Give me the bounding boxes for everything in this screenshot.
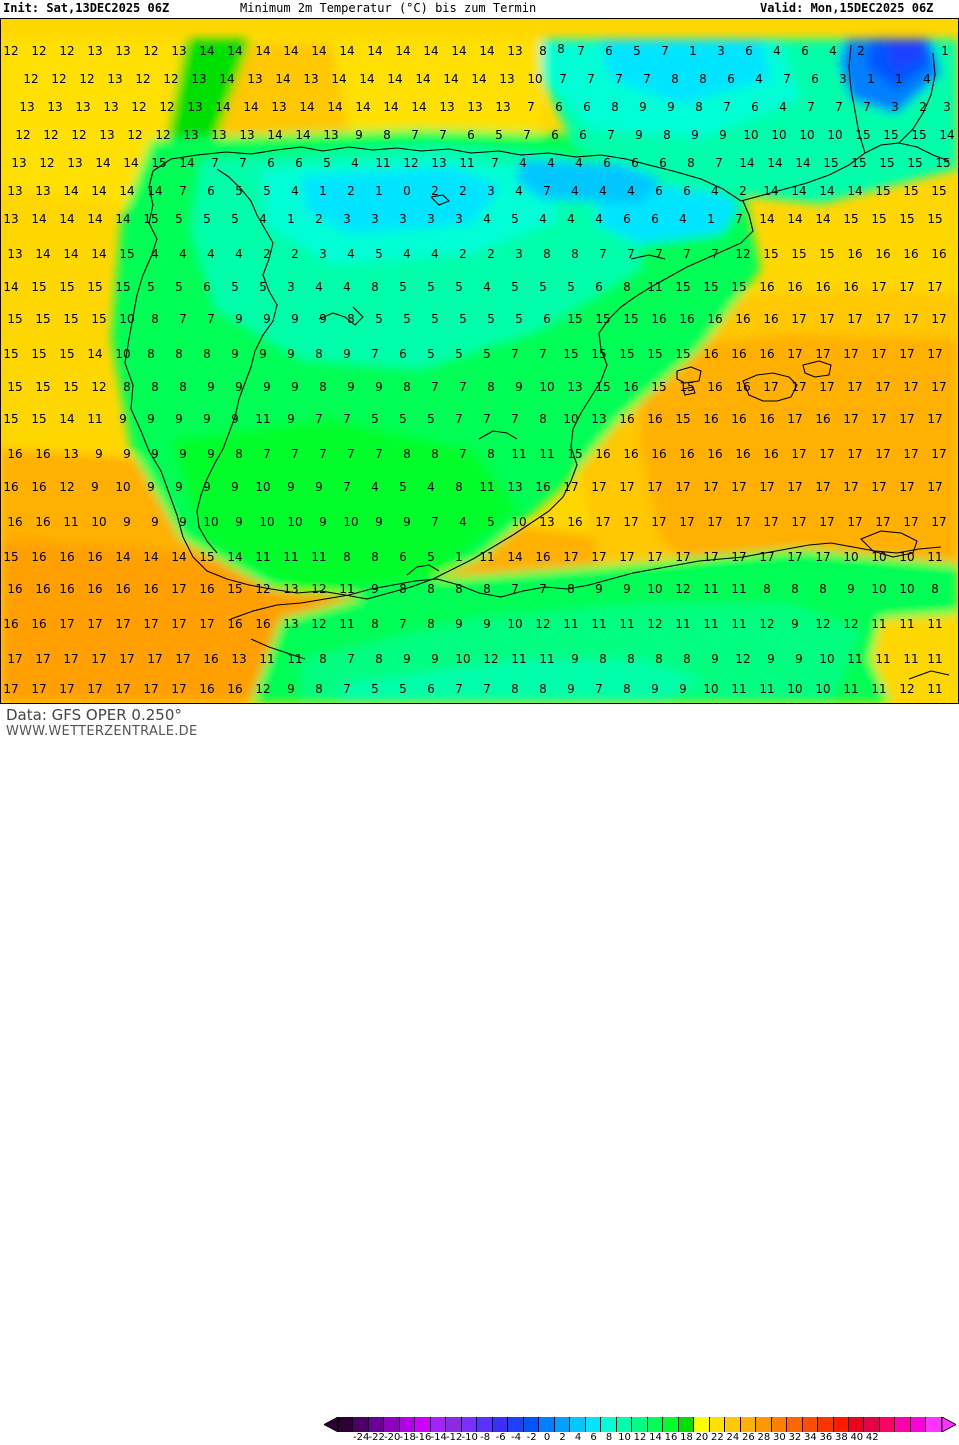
colorbar-tick: 36	[819, 1432, 833, 1443]
band-16-17-med	[641, 334, 958, 629]
colorbar-tick: 16	[664, 1432, 678, 1443]
colorbar-tick: 38	[834, 1432, 848, 1443]
colorbar-max-arrow-icon	[942, 1417, 956, 1432]
colorbar-tick: -16	[415, 1432, 432, 1443]
colorbar-tick: 22	[711, 1432, 724, 1443]
colorbar-tick: -18	[399, 1432, 416, 1443]
colorbar-swatch	[446, 1417, 462, 1432]
colorbar-swatch	[384, 1417, 400, 1432]
map-title: Minimum 2m Temperatur (°C) bis zum Termi…	[240, 1, 537, 15]
colorbar-tick: 20	[695, 1432, 709, 1443]
colorbar-swatch	[616, 1417, 633, 1432]
coastline-layer	[124, 44, 950, 680]
colorbar-swatch	[926, 1417, 942, 1432]
colorbar-tick: 40	[850, 1432, 864, 1443]
colorbar-swatch	[802, 1417, 819, 1432]
colorbar-tick: 30	[773, 1432, 786, 1443]
colorbar-tick: -14	[430, 1432, 447, 1443]
colorbar-swatch	[910, 1417, 927, 1432]
colorbar-tick: -8	[480, 1432, 491, 1443]
colorbar-cells	[338, 1417, 942, 1432]
colorbar-swatch	[694, 1417, 710, 1432]
colorbar-swatch	[368, 1417, 385, 1432]
colorbar-tick: 14	[649, 1432, 662, 1443]
colorbar-tick-labels: -24 -22 -20 -18 -16 -14 -12 -10 -8 -6 -4 -2 0 2 4 6 8 10 1…	[324, 1432, 956, 1445]
data-source-label: Data: GFS OPER 0.250°	[6, 706, 182, 724]
valid-time-label: Valid: Mon,15DEC2025 06Z	[760, 1, 934, 15]
colorbar-tick: 0	[543, 1432, 551, 1443]
colorbar-swatch	[740, 1417, 757, 1432]
colorbar-swatch	[709, 1417, 726, 1432]
colorbar-swatch	[833, 1417, 849, 1432]
temperature-colorbar[interactable]: -24 -22 -20 -18 -16 -14 -12 -10 -8 -6 -4 -2 0 2 4 6 8 10 1…	[324, 1417, 956, 1445]
colorbar-swatch	[338, 1417, 354, 1432]
colorbar-swatch	[632, 1417, 648, 1432]
colorbar-swatch	[879, 1417, 896, 1432]
band-8-10-andalusia	[171, 419, 521, 594]
colorbar-swatch	[663, 1417, 679, 1432]
band-4-6-africa	[341, 659, 701, 703]
colorbar-min-arrow-icon	[324, 1417, 338, 1432]
band-12-africa-se	[871, 614, 958, 703]
colorbar-tick: 4	[574, 1432, 582, 1443]
colorbar-swatch	[415, 1417, 431, 1432]
colorbar-tick: 24	[726, 1432, 740, 1443]
colorbar-tick: -20	[384, 1432, 401, 1443]
colorbar-tick: 26	[742, 1432, 755, 1443]
colorbar-swatch	[554, 1417, 571, 1432]
colorbar-swatch	[570, 1417, 586, 1432]
init-time-label: Init: Sat,13DEC2025 06Z	[3, 1, 170, 15]
colorbar-tick: -12	[445, 1432, 463, 1443]
colorbar-swatch	[492, 1417, 509, 1432]
colorbar-tick: 42	[865, 1432, 879, 1443]
colorbar-swatch	[399, 1417, 416, 1432]
colorbar-swatch	[864, 1417, 880, 1432]
colorbar-swatch	[725, 1417, 741, 1432]
colorbar-swatch	[647, 1417, 664, 1432]
colorbar-tick: -24	[353, 1432, 370, 1443]
colorbar-tick: 10	[618, 1432, 631, 1443]
colorbar-swatch	[430, 1417, 447, 1432]
colorbar-swatch	[771, 1417, 788, 1432]
colorbar-swatch	[848, 1417, 865, 1432]
colorbar-swatch	[895, 1417, 911, 1432]
band-minus6-alps-core	[886, 39, 923, 71]
colorbar-swatch	[477, 1417, 493, 1432]
colorbar-tick: 2	[559, 1432, 566, 1443]
colorbar-tick: 32	[788, 1432, 802, 1443]
colorbar-swatch	[585, 1417, 602, 1432]
colorbar-tick: 18	[680, 1432, 693, 1443]
colorbar-swatch	[353, 1417, 369, 1432]
colorbar-swatch	[539, 1417, 555, 1432]
colorbar-swatch	[678, 1417, 695, 1432]
website-label: WWW.WETTERZENTRALE.DE	[6, 724, 198, 739]
colorbar-tick: 12	[633, 1432, 647, 1443]
map-footer: Data: GFS OPER 0.250° WWW.WETTERZENTRALE…	[0, 705, 959, 1443]
colorbar-tick: 28	[757, 1432, 771, 1443]
band-0-2-duero-core	[301, 167, 501, 234]
colorbar-tick: 34	[803, 1432, 817, 1443]
band-minus1-cantabria	[516, 159, 661, 204]
colorbar-swatch	[787, 1417, 803, 1432]
band-0-2-france	[601, 39, 771, 104]
temperature-contour-map	[1, 19, 958, 703]
colorbar-swatch	[818, 1417, 834, 1432]
colorbar-tick: -2	[526, 1432, 537, 1443]
colorbar-tick: -4	[511, 1432, 522, 1443]
map-frame[interactable]: 12 12 12 13 13 12 13 14 14 14 14 14 14 14 14 14 14 14 13 8 8…	[0, 18, 959, 704]
colorbar-tick: 8	[605, 1432, 613, 1443]
map-header: Init: Sat,13DEC2025 06Z Minimum 2m Tempe…	[0, 0, 959, 18]
colorbar-swatch	[508, 1417, 524, 1432]
colorbar-tick: -6	[495, 1432, 506, 1443]
colorbar-swatch	[756, 1417, 772, 1432]
colorbar-tick: -22	[368, 1432, 385, 1443]
colorbar-tick: -10	[461, 1432, 478, 1443]
colorbar-tick: 6	[590, 1432, 597, 1443]
colorbar-swatch	[523, 1417, 540, 1432]
colorbar-swatch	[601, 1417, 617, 1432]
colorbar-swatch	[461, 1417, 478, 1432]
